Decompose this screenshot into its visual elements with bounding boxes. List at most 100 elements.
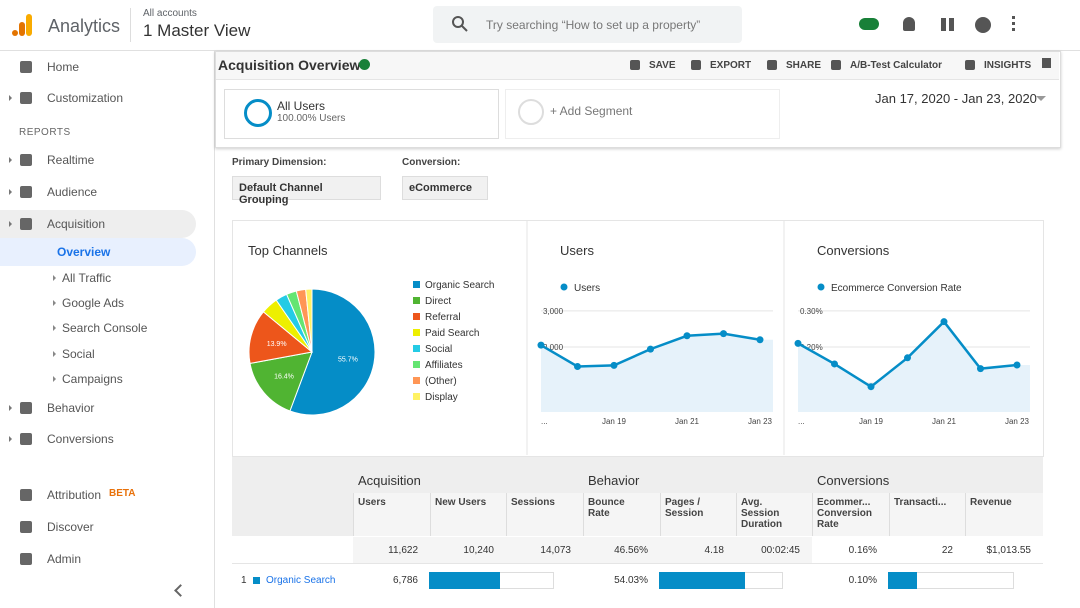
- pin-icon[interactable]: [1042, 58, 1051, 68]
- action-button[interactable]: SAVE: [649, 60, 676, 71]
- nav-item[interactable]: Customization: [47, 91, 124, 105]
- expand-caret: [9, 436, 15, 442]
- column-header[interactable]: Sessions: [511, 497, 555, 508]
- legend-label: Paid Search: [425, 328, 479, 339]
- apps-icon[interactable]: [941, 18, 954, 31]
- x-tick-label: ...: [798, 417, 805, 426]
- nav-item[interactable]: Conversions: [47, 432, 114, 446]
- nav-item[interactable]: Overview: [57, 245, 111, 259]
- nav-icon: [20, 489, 32, 501]
- pie-slice: [249, 351, 313, 412]
- legend-label: Ecommerce Conversion Rate: [831, 283, 962, 294]
- legend-label: Referral: [425, 312, 461, 323]
- nav-item[interactable]: Discover: [47, 520, 94, 534]
- nav-item[interactable]: Acquisition: [47, 217, 106, 231]
- column-header[interactable]: Bounce Rate: [588, 497, 625, 519]
- column-header[interactable]: Users: [358, 497, 386, 508]
- action-button[interactable]: A/B-Test Calculator: [850, 60, 943, 71]
- column-header[interactable]: Avg. Session Duration: [741, 497, 783, 530]
- row-rank: 1: [241, 575, 247, 586]
- segment-card[interactable]: [224, 89, 499, 139]
- point: [610, 361, 618, 369]
- search-placeholder: Try searching “How to set up a property”: [486, 18, 701, 32]
- total-value: 46.56%: [614, 545, 648, 556]
- nav-item[interactable]: Admin: [47, 552, 82, 566]
- date-caret: [1036, 96, 1046, 106]
- breadcrumb[interactable]: All accounts: [143, 8, 197, 19]
- slice-label: 16.4%: [274, 373, 294, 380]
- point: [940, 318, 948, 326]
- totals-shade: [353, 537, 583, 563]
- control-label: Conversion:: [402, 157, 461, 168]
- nav-item[interactable]: Social: [62, 347, 95, 361]
- nav-icon: [20, 218, 32, 230]
- column-header[interactable]: Revenue: [970, 497, 1012, 508]
- column-header[interactable]: New Users: [435, 497, 487, 508]
- control-label: Primary Dimension:: [232, 157, 327, 168]
- add-segment-card[interactable]: [505, 89, 780, 139]
- dropdown[interactable]: Default Channel Grouping: [232, 176, 381, 206]
- expand-caret: [9, 189, 15, 195]
- segment-ring-empty: [518, 99, 544, 125]
- bell-icon[interactable]: [903, 17, 915, 31]
- add-segment[interactable]: + Add Segment: [550, 104, 633, 118]
- nav-item[interactable]: Realtime: [47, 153, 95, 167]
- help-icon[interactable]: [975, 17, 991, 33]
- nav-icon: [20, 402, 32, 414]
- pie-slice: [248, 311, 314, 364]
- top-bar: [0, 0, 1080, 51]
- bar: [659, 572, 745, 589]
- y-tick-label: 3,000: [543, 307, 564, 316]
- legend-label: (Other): [425, 376, 457, 387]
- action-icon: [965, 60, 975, 70]
- point: [977, 365, 984, 373]
- total-value: 4.18: [704, 545, 724, 556]
- legend-swatch: [413, 297, 420, 304]
- legend-swatch: [413, 361, 420, 368]
- beta-badge: BETA: [109, 488, 136, 499]
- nav-item[interactable]: Google Ads: [62, 296, 125, 310]
- point: [647, 345, 654, 353]
- nav-item[interactable]: Home: [47, 60, 80, 74]
- pie-slice: [289, 288, 376, 416]
- action-button[interactable]: EXPORT: [710, 60, 752, 71]
- point: [867, 383, 875, 391]
- nav-item[interactable]: All Traffic: [62, 271, 112, 285]
- legend-swatch: [413, 281, 420, 288]
- menu-icon[interactable]: [1012, 16, 1015, 32]
- search-icon: [452, 16, 468, 32]
- nav-item[interactable]: Campaigns: [62, 372, 123, 386]
- total-value: 00:02:45: [761, 545, 800, 556]
- legend-dot: [817, 283, 825, 291]
- slice-label: 55.7%: [338, 357, 358, 364]
- column-header[interactable]: Pages / Session: [665, 497, 704, 519]
- point: [831, 360, 838, 368]
- brand: Analytics: [48, 16, 121, 36]
- chart-title: Conversions: [817, 243, 890, 258]
- nav-item[interactable]: Search Console: [62, 321, 148, 335]
- point: [683, 332, 691, 340]
- row-link[interactable]: Organic Search: [266, 575, 336, 586]
- dropdown[interactable]: eCommerce: [402, 176, 488, 200]
- nav-item[interactable]: Behavior: [47, 401, 95, 415]
- nav-item[interactable]: Attribution: [47, 488, 102, 502]
- action-button[interactable]: INSIGHTS: [984, 60, 1032, 71]
- view-selector[interactable]: 1 Master View: [143, 21, 251, 40]
- x-tick-label: Jan 19: [602, 417, 627, 426]
- sub-caret: [53, 376, 59, 382]
- nav-icon: [20, 92, 32, 104]
- pie-slice: [305, 288, 313, 353]
- dropdown-value: Default Channel Grouping: [239, 182, 323, 206]
- x-tick-label: Jan 21: [932, 417, 957, 426]
- column-divider: [353, 493, 354, 536]
- nav-item[interactable]: Audience: [47, 185, 98, 199]
- column-divider: [660, 493, 661, 536]
- channel-swatch: [253, 577, 260, 584]
- column-header[interactable]: Ecommer... Conversion Rate: [817, 497, 873, 530]
- toggle[interactable]: [859, 18, 879, 30]
- date-range[interactable]: Jan 17, 2020 - Jan 23, 2020: [875, 91, 1037, 106]
- legend-label: Social: [425, 344, 452, 355]
- search-box[interactable]: [433, 6, 742, 43]
- column-header[interactable]: Transacti...: [894, 497, 947, 508]
- action-button[interactable]: SHARE: [786, 60, 822, 71]
